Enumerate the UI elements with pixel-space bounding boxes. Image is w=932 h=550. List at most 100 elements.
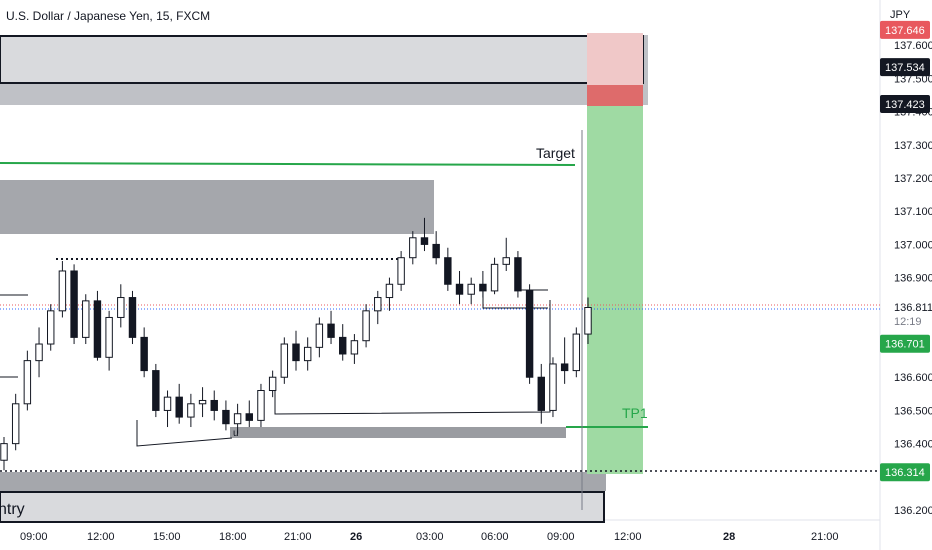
supply-zone-inner [0,35,644,84]
candle-body [233,413,242,425]
candle-body [479,283,487,292]
demand-zone [230,427,566,438]
price-tick-label: 137.000 [894,239,932,251]
time-tick-label: 12:00 [87,531,115,543]
candle-body [385,283,394,299]
candle-body [397,257,405,285]
price-badge-label: 137.423 [885,99,925,111]
price-tick-label: 136.400 [894,439,932,451]
price-tick-label: 136.600 [894,372,932,384]
time-tick-label: 06:00 [481,531,509,543]
chart-title: U.S. Dollar / Japanese Yen, 15, FXCM [6,9,211,23]
time-tick-label: 21:00 [284,531,312,543]
candle-body [210,399,218,411]
price-badge-label: 137.646 [885,25,925,37]
candle-body [560,363,569,372]
time-tick-label: 18:00 [219,531,247,543]
candle-body [514,257,522,292]
time-tick-label: 12:00 [614,531,642,543]
price-tick-label: 137.600 [894,40,932,52]
structure-line-2 [136,420,233,447]
time-tick-label: 21:00 [811,531,839,543]
candle-body [584,307,592,335]
candle-body [198,399,207,405]
candle-body [315,323,324,348]
candle-body [292,343,300,362]
price-badge [880,94,930,113]
time-tick-label: 03:00 [416,531,444,543]
candle-body [420,237,429,245]
candle-body [140,336,148,372]
candle-body [467,283,475,295]
entry-label: ntry [0,501,25,518]
price-tick-label: 137.200 [894,173,932,185]
candle-body [549,363,557,411]
price-tick-label: 136.500 [894,405,932,417]
candle-body [93,300,102,358]
currency-label: JPY [890,9,911,21]
candle-body [409,237,417,259]
candle-body [257,390,265,421]
candle-body [175,396,183,418]
candle-body [490,263,499,292]
candle-body [444,257,452,285]
price-badge [880,463,930,482]
candle-body [537,376,545,411]
candle-body [58,270,67,312]
candle-body [525,290,534,378]
candle-body [35,343,43,362]
price-badge [880,334,930,353]
time-tick-label: 09:00 [20,531,48,543]
entry-zone [0,472,606,491]
time-tick-label: 09:00 [547,531,575,543]
zone-marker: u [233,428,239,439]
candle-body [374,297,382,312]
candle-body [327,323,335,338]
candle-body [82,300,90,338]
countdown-label: 12:19 [894,316,922,328]
structure-line-1 [274,300,551,415]
candle-body [23,360,32,405]
price-badge-label: 136.314 [885,467,925,479]
candle-body [502,257,510,265]
candle-body [47,310,55,345]
candle-body [572,333,581,372]
price-badge [880,58,930,77]
candle-body [455,283,464,295]
candle-body [303,346,312,362]
candle-body [245,413,253,421]
target-label: Target [536,145,575,161]
candle-body [70,270,78,338]
candle-body [11,403,20,445]
price-tick-label: 137.100 [894,206,932,218]
price-tick-label: 137.300 [894,140,932,152]
candle-body [268,376,277,392]
stop-zone [587,33,643,85]
entry-box [0,491,605,523]
time-tick-label: 26 [350,531,362,543]
time-tick-label: 15:00 [153,531,181,543]
resistance-zone [0,180,434,234]
candle-body [280,343,289,378]
price-tick-label: 137.500 [894,73,932,85]
candle-body [350,340,359,355]
tp1-label: TP1 [622,405,648,421]
candle-body [163,396,172,411]
price-tick-label: 136.811 [894,302,932,314]
candle-body [187,403,195,418]
price-tick-label: 136.200 [894,505,932,517]
price-tick-label: 136.900 [894,273,932,285]
price-badge [880,20,930,39]
price-badge-label: 137.534 [885,62,925,74]
candle-body [362,310,370,342]
stop-zone-fill [587,85,643,106]
candle-body [222,409,230,425]
candle-body [152,370,160,411]
profit-zone [587,106,643,474]
candle-body [0,443,8,461]
price-badge-label: 136.701 [885,339,925,351]
candle-body [339,336,347,355]
time-tick-label: 28 [723,531,735,543]
candle-body [432,243,440,259]
